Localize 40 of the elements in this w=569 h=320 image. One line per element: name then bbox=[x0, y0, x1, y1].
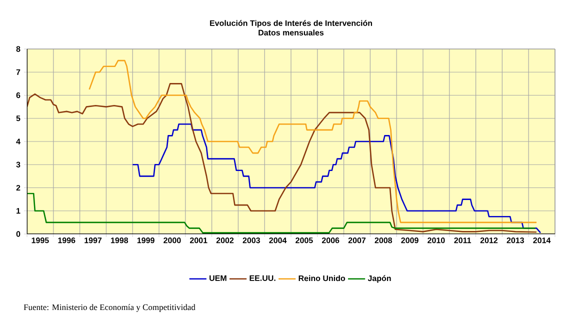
line-series bbox=[132, 123, 542, 234]
chart-title: Evolución Tipos de Interés de Intervención bbox=[210, 20, 372, 28]
x-tick-label: 2007 bbox=[348, 238, 366, 244]
x-tick-label: 2005 bbox=[296, 238, 313, 244]
line-series bbox=[27, 192, 536, 234]
x-tick-label: 2006 bbox=[322, 238, 340, 244]
x-tick-label: 1997 bbox=[84, 238, 102, 244]
x-tick-label: 2003 bbox=[242, 238, 260, 244]
line-series bbox=[27, 83, 538, 233]
line-series bbox=[88, 60, 538, 224]
y-tick-label: 8 bbox=[16, 46, 20, 52]
x-tick-label: 2011 bbox=[454, 238, 472, 244]
y-tick-label: 1 bbox=[16, 208, 20, 214]
legend-label: Japón bbox=[368, 275, 391, 283]
y-tick-label: 4 bbox=[16, 138, 20, 144]
x-tick-label: 2002 bbox=[216, 238, 234, 244]
y-tick-label: 2 bbox=[16, 184, 20, 191]
legend-label: UEM bbox=[210, 275, 226, 281]
x-tick-label: 2013 bbox=[506, 238, 524, 244]
x-tick-label: 1996 bbox=[58, 238, 76, 244]
x-tick-label: 2012 bbox=[480, 238, 498, 244]
y-tick-label: 3 bbox=[16, 162, 20, 168]
x-tick-label: 1995 bbox=[32, 238, 49, 244]
legend-label: EE.UU. bbox=[250, 275, 276, 281]
x-tick-label: 2001 bbox=[190, 238, 208, 244]
x-tick-label: 2000 bbox=[164, 238, 181, 244]
x-tick-label: 2009 bbox=[401, 238, 418, 244]
chart-subtitle: Datos mensuales bbox=[258, 30, 324, 36]
y-tick-label: 7 bbox=[16, 69, 20, 75]
y-tick-label: 5 bbox=[16, 116, 20, 122]
x-tick-label: 2008 bbox=[374, 238, 392, 244]
x-tick-label: 1998 bbox=[111, 238, 128, 244]
source-note: Fuente: Ministerio de Economía y Competitividad bbox=[24, 304, 196, 312]
legend-label: Reino Unido bbox=[298, 275, 346, 282]
x-tick-label: 1999 bbox=[137, 238, 154, 244]
y-tick-label: 6 bbox=[16, 92, 20, 98]
x-tick-label: 2010 bbox=[428, 238, 445, 244]
x-tick-label: 2004 bbox=[269, 238, 287, 244]
x-tick-label: 2014 bbox=[533, 238, 551, 244]
y-tick-label: 0 bbox=[16, 231, 20, 237]
